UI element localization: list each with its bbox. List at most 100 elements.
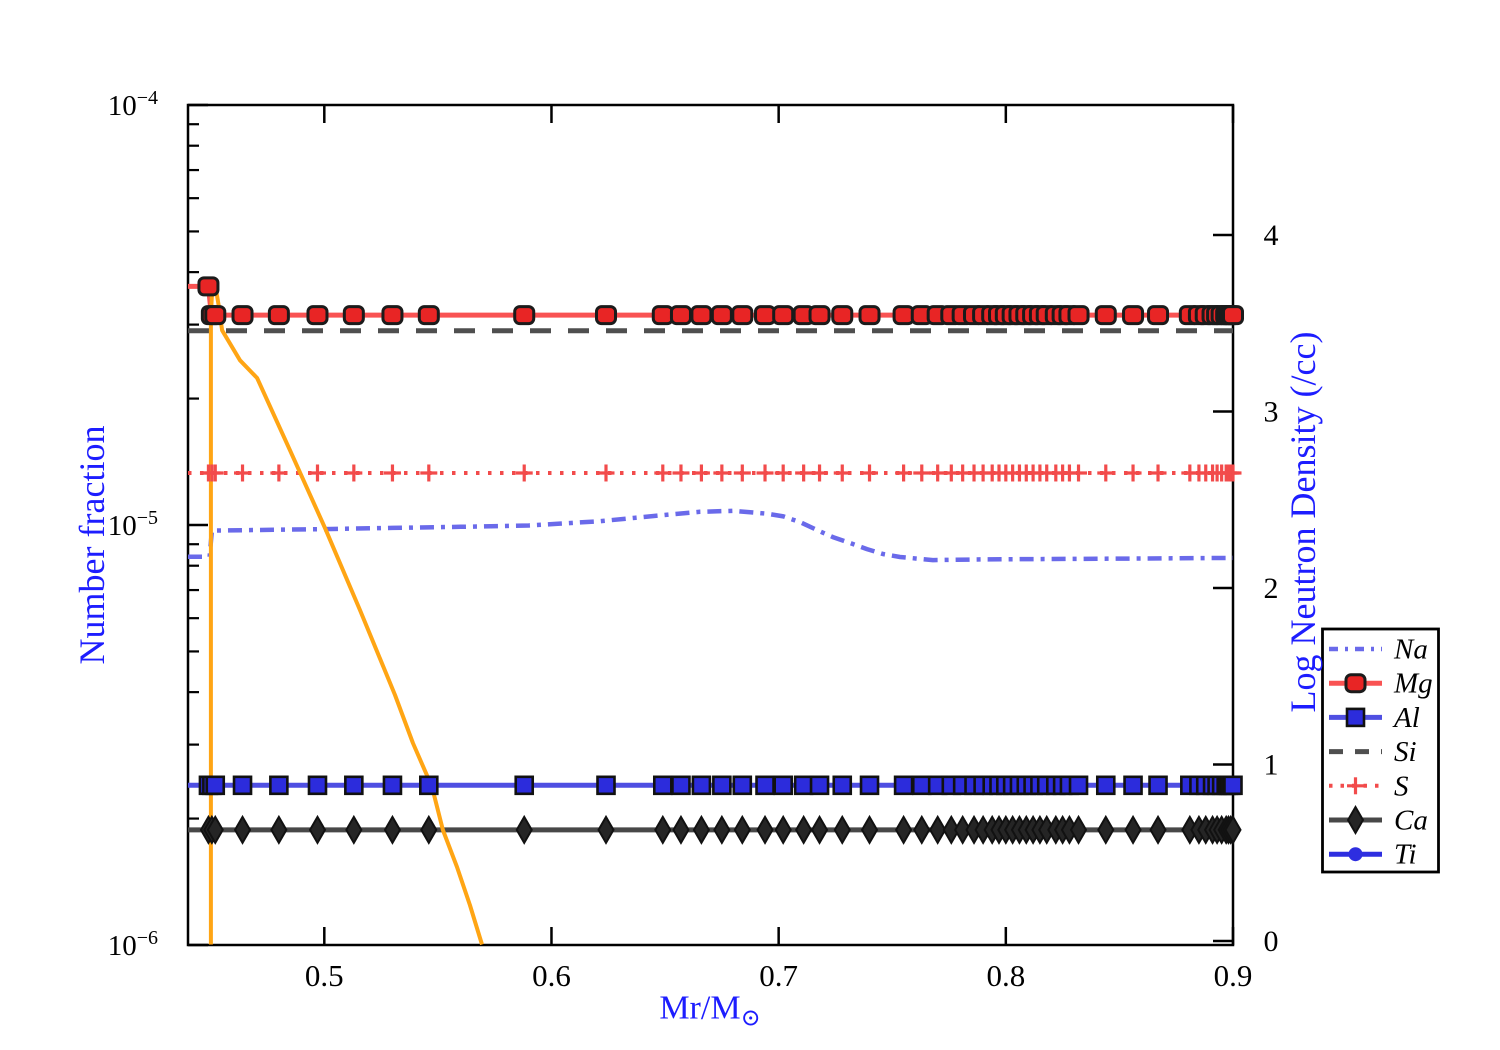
marker	[1348, 847, 1363, 862]
marker	[833, 814, 851, 845]
marker	[911, 775, 932, 796]
legend-label-Al: Al	[1392, 702, 1420, 734]
marker	[669, 305, 692, 326]
marker	[756, 814, 774, 845]
series-Mg-markers	[197, 276, 1244, 326]
legend-entry-Mg: Mg	[1329, 668, 1433, 700]
x-tick-label: 0.7	[759, 958, 798, 993]
marker	[383, 814, 402, 845]
marker	[269, 775, 289, 796]
marker	[233, 814, 252, 845]
marker	[858, 305, 881, 326]
marker	[929, 814, 947, 845]
legend-entry-Al: Al	[1329, 702, 1420, 734]
marker	[1094, 305, 1117, 326]
marker	[672, 814, 690, 845]
x-axis-label-sub: ⊙	[740, 1005, 761, 1032]
marker	[691, 775, 712, 796]
y-right-tick-label: 4	[1264, 219, 1279, 252]
marker	[859, 775, 880, 796]
marker	[270, 814, 288, 845]
marker	[420, 814, 438, 845]
marker	[892, 305, 915, 326]
marker	[595, 305, 617, 326]
marker	[774, 814, 792, 845]
marker	[860, 814, 879, 845]
marker	[307, 775, 328, 796]
marker	[1068, 775, 1089, 796]
marker	[1344, 673, 1367, 694]
marker	[513, 305, 536, 326]
legend-label-Ca: Ca	[1394, 805, 1428, 837]
marker	[732, 775, 753, 796]
marker	[1346, 804, 1365, 836]
marker	[710, 305, 733, 326]
series-Na-line	[188, 508, 1234, 563]
series-Al-markers	[198, 775, 1243, 796]
marker	[205, 775, 226, 796]
marker	[306, 305, 329, 326]
marker	[596, 775, 616, 796]
marker	[1097, 814, 1115, 845]
marker	[671, 775, 691, 796]
y-right-tick-label: 1	[1264, 749, 1279, 782]
marker	[1223, 775, 1243, 796]
marker	[831, 305, 854, 326]
marker	[382, 775, 403, 796]
marker	[1067, 305, 1090, 326]
marker	[810, 814, 829, 845]
marker	[1122, 305, 1145, 326]
y-left-tick-label: 10−6	[108, 927, 158, 962]
y-right-tick-label: 3	[1264, 396, 1279, 429]
marker	[1149, 814, 1167, 845]
marker	[231, 305, 254, 326]
marker	[793, 775, 814, 796]
marker	[204, 305, 227, 326]
marker	[651, 305, 674, 326]
legend-entry-Ti: Ti	[1329, 839, 1417, 871]
marker	[206, 814, 224, 845]
y-left-tick-label: 10−5	[108, 507, 158, 542]
marker	[514, 775, 535, 796]
legend-label-Si: Si	[1394, 736, 1417, 768]
marker	[794, 814, 813, 845]
marker	[942, 814, 960, 845]
axis-ticks	[188, 103, 1235, 947]
marker	[1147, 305, 1170, 326]
marker	[713, 814, 731, 845]
marker	[267, 305, 290, 326]
marker	[381, 305, 404, 326]
marker	[344, 775, 364, 796]
marker	[1345, 707, 1366, 728]
marker	[1069, 814, 1088, 845]
marker	[1148, 775, 1168, 796]
marker	[712, 775, 732, 796]
marker	[417, 305, 440, 326]
neutron-density-line	[208, 280, 484, 946]
marker	[419, 775, 439, 796]
marker	[1222, 305, 1244, 326]
marker	[597, 814, 615, 845]
marker	[773, 775, 793, 796]
y-axis-label-right: Log Neutron Density (/cc)	[1283, 331, 1323, 713]
marker	[1123, 775, 1143, 796]
marker	[515, 814, 533, 845]
marker	[232, 775, 253, 796]
legend-entry-Ca: Ca	[1329, 805, 1428, 837]
marker	[808, 305, 831, 326]
y-right-tick-label: 2	[1264, 572, 1279, 605]
x-tick-label: 0.5	[305, 958, 344, 993]
legend-box	[1321, 627, 1440, 874]
legend-label-S: S	[1394, 770, 1409, 802]
legend-label-Na: Na	[1393, 634, 1428, 666]
series-Ca-markers	[199, 814, 1242, 845]
x-tick-label: 0.8	[986, 958, 1025, 993]
marker	[731, 305, 754, 326]
marker	[690, 305, 713, 326]
marker	[893, 775, 914, 796]
marker	[733, 814, 751, 845]
marker	[1224, 814, 1242, 845]
marker	[755, 775, 775, 796]
legend-entry-S: S	[1329, 770, 1409, 802]
